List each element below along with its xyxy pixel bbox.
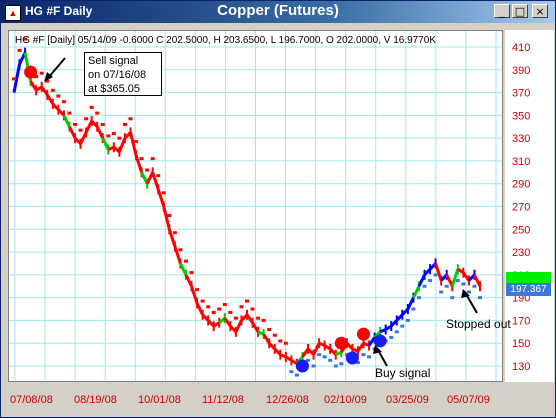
buy-signal-label: Buy signal [375, 366, 431, 380]
chart-title: Copper (Futures) [217, 2, 339, 19]
title-bar[interactable]: ▲ HG #F Daily Copper (Futures) _ □ × [1, 1, 555, 23]
x-tick-label: 02/10/09 [324, 394, 367, 406]
x-tick-label: 08/19/08 [74, 394, 117, 406]
sell-signal-marker [24, 65, 38, 79]
quote-header: HG #F [Daily] 05/14/09 -0.6000 C 202.500… [15, 35, 437, 46]
last-price-tag: 197.367 [506, 283, 551, 296]
y-tick-label: 410 [512, 42, 530, 54]
maximize-button[interactable]: □ [512, 4, 528, 18]
stop-arrow [465, 293, 478, 314]
y-tick-label: 270 [512, 202, 530, 214]
y-tick-label: 130 [512, 361, 530, 373]
buy-signal-marker [345, 351, 359, 365]
sell-arrow-head [44, 72, 53, 82]
y-tick-label: 390 [512, 65, 530, 77]
x-tick-label: 10/01/08 [138, 394, 181, 406]
window-title: HG #F Daily [25, 4, 93, 18]
y-tick-label: 350 [512, 110, 530, 122]
y-tick-label: 310 [512, 156, 530, 168]
buy-signal-marker [373, 334, 387, 348]
y-tick-label: 250 [512, 224, 530, 236]
stopped-out-label: Stopped out [446, 317, 511, 331]
y-tick-label: 230 [512, 247, 530, 259]
x-tick-label: 03/25/09 [386, 394, 429, 406]
buy-arrow-head [373, 345, 382, 354]
y-tick-label: 370 [512, 88, 530, 100]
buy-signal-marker [295, 359, 309, 373]
minimize-button[interactable]: _ [494, 4, 510, 18]
green-price-marker [506, 272, 551, 284]
y-tick-label: 170 [512, 315, 530, 327]
sell-arrow [47, 57, 66, 79]
sell-signal-box: Sell signal on 07/16/08 at $365.05 [84, 52, 162, 96]
buy-arrow [377, 349, 388, 367]
sell-signal-marker [357, 327, 370, 341]
x-tick-label: 11/12/08 [202, 394, 244, 406]
sell-signal-line-2: on 07/16/08 [88, 69, 147, 81]
sell-signal-line-3: at $365.05 [88, 83, 140, 95]
x-tick-label: 12/26/08 [266, 394, 309, 406]
x-tick-label: 07/08/08 [10, 394, 53, 406]
sell-signal-marker [334, 336, 348, 350]
y-tick-label: 290 [512, 179, 530, 191]
y-tick-label: 150 [512, 338, 530, 350]
x-tick-label: 05/07/09 [447, 394, 490, 406]
price-axis [505, 30, 554, 382]
stop-arrow-head [461, 289, 470, 298]
close-button[interactable]: × [532, 4, 548, 18]
chart-icon[interactable]: ▲ [5, 5, 21, 21]
y-tick-label: 330 [512, 133, 530, 145]
sell-signal-line-1: Sell signal [88, 55, 139, 67]
